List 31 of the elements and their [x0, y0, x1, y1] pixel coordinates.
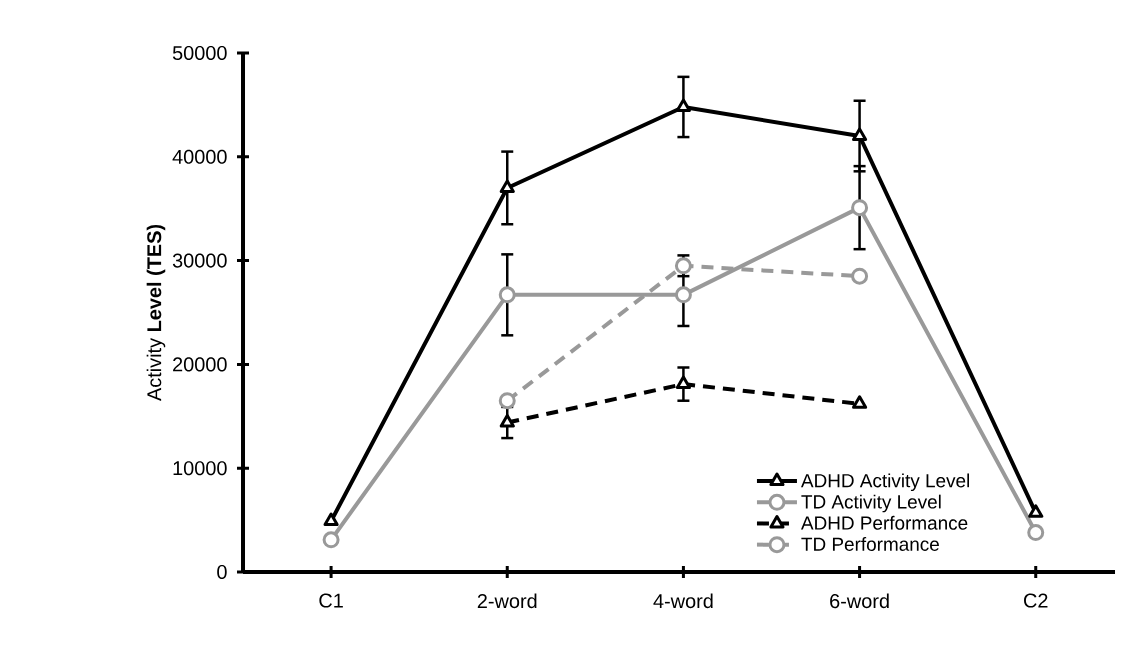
x-tick-label: 4-word [653, 593, 713, 609]
legend-label: ADHD Activity Level [800, 473, 970, 492]
point [851, 199, 869, 217]
y-axis-title: Activity Level (TES) [146, 224, 166, 402]
point [852, 395, 868, 409]
point [674, 286, 692, 304]
y-tick-label: 40000 [172, 149, 227, 164]
point [498, 392, 516, 410]
legend-label: TD Activity Level [801, 494, 941, 513]
x-tick-label: 6-word [830, 593, 889, 609]
x-tick-label: C1 [319, 593, 343, 608]
point [323, 512, 339, 527]
point [322, 531, 340, 549]
y-tick-label: 30000 [172, 253, 227, 268]
point [851, 267, 869, 285]
y-tick-label: 10000 [173, 461, 227, 476]
y-tick-label: 20000 [173, 357, 227, 372]
point [1027, 524, 1045, 542]
x-tick-label: C2 [1024, 593, 1048, 608]
point [1028, 504, 1044, 518]
y-tick-label: 0 [217, 564, 227, 580]
point [852, 127, 868, 142]
x-tick-label: 2-word [477, 593, 537, 609]
point [675, 98, 691, 112]
legend-label: TD Performance [801, 537, 939, 551]
point [498, 286, 516, 304]
point [499, 414, 515, 428]
legend-label: ADHD Performance [800, 515, 968, 530]
point [675, 375, 691, 390]
point [499, 179, 515, 193]
y-tick-label: 50000 [172, 45, 227, 61]
